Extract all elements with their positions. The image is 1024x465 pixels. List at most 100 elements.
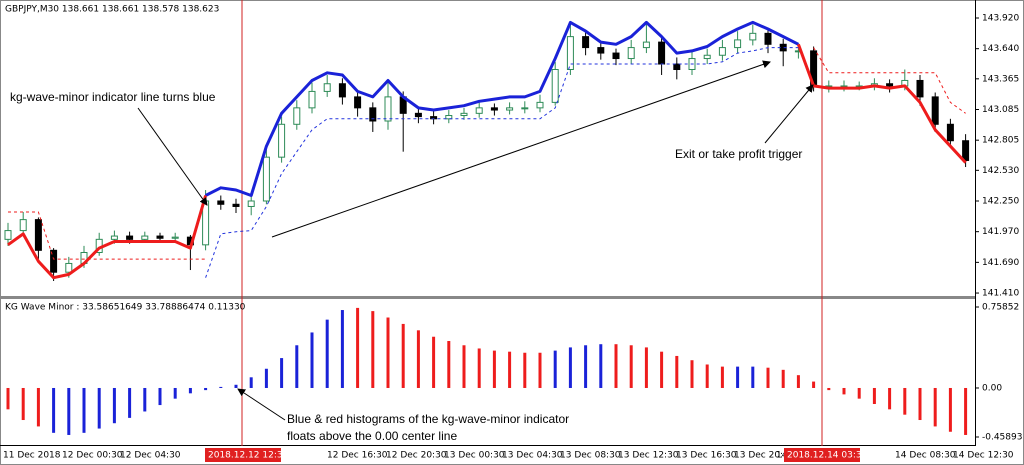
x-tick-label: 13 Dec 00:30: [444, 451, 505, 461]
candle-body: [278, 123, 286, 158]
histogram-bar: [766, 367, 770, 388]
histogram-bar: [553, 350, 557, 388]
histogram-bar: [812, 381, 816, 388]
annotation: kg-wave-minor indicator line turns blue: [10, 90, 216, 104]
histogram-bar: [523, 352, 527, 388]
histogram-bar: [660, 351, 664, 388]
price-pane: [4, 20, 970, 281]
histogram-bar: [340, 310, 344, 388]
marker-label: 2018.12.12 12:30: [208, 451, 289, 461]
candle-body: [19, 219, 27, 232]
histogram-bar: [112, 387, 116, 424]
candle-body: [551, 69, 559, 103]
marker-label: 2018.12.14 03:30: [787, 451, 868, 461]
histogram-bar: [310, 332, 314, 388]
histogram-bar: [462, 345, 466, 388]
x-tick-label: 11 Dec 2018: [3, 451, 61, 461]
candle-body: [627, 47, 635, 60]
x-tick-label: 13 Dec 20:30: [734, 451, 795, 461]
candle-body: [126, 235, 134, 240]
candle-body: [521, 107, 529, 110]
histogram-bar: [82, 387, 86, 433]
y-tick-label: 142.530: [982, 166, 1019, 176]
indicator-title: KG Wave Minor : 33.58651649 33.78886474 …: [5, 303, 246, 313]
candle-body: [490, 107, 498, 111]
candle-body: [506, 107, 514, 111]
histogram-bar: [234, 384, 238, 388]
x-tick-label: 14 Dec 12:30: [953, 451, 1014, 461]
candle-body: [293, 107, 301, 125]
candle-body: [156, 235, 164, 239]
candle-body: [308, 90, 316, 109]
candle-body: [475, 107, 483, 114]
candle-body: [110, 235, 118, 240]
histogram-bar: [36, 387, 40, 427]
y-tick-label: 141.410: [982, 289, 1019, 299]
histogram-bar: [614, 344, 618, 388]
candle-body: [566, 36, 574, 71]
y-tick-label: 141.970: [982, 227, 1019, 237]
x-tick-label: 14: [776, 451, 788, 461]
histogram-bar: [599, 344, 603, 388]
histogram-bar: [386, 317, 390, 388]
histogram-bar: [204, 387, 208, 391]
histogram-bar: [6, 387, 10, 410]
annotation-arrow: [237, 388, 286, 421]
candle-body: [232, 203, 240, 207]
candle-body: [764, 32, 772, 45]
candle-body: [34, 219, 42, 251]
x-tick-label: 13 Dec 08:30: [560, 451, 621, 461]
chart-title: GBPJPY,M30 138.661 138.661 138.578 138.6…: [5, 5, 219, 15]
histogram-bar: [128, 387, 132, 418]
candle-body: [612, 52, 620, 60]
x-tick-label: 12 Dec 00:30: [62, 451, 123, 461]
histogram-bar: [644, 347, 648, 388]
histogram-bar: [857, 387, 861, 399]
histogram-bar: [295, 345, 299, 388]
candle-body: [247, 200, 255, 207]
histogram-bar: [888, 387, 892, 410]
x-tick-label: 13 Dec 12:30: [618, 451, 679, 461]
candle-body: [749, 32, 757, 41]
x-tick-label: 13 Dec 16:30: [676, 451, 737, 461]
histogram-bar: [401, 323, 405, 388]
y-tick-label: 143.920: [982, 13, 1019, 23]
histogram-bar: [143, 387, 147, 412]
histogram-bar: [52, 387, 56, 433]
candle-body: [597, 47, 605, 54]
histogram-bar: [173, 387, 177, 399]
histogram-bar: [720, 366, 724, 388]
trailing-line: [205, 47, 799, 278]
histogram-bar: [872, 387, 876, 404]
annotation-arrow: [764, 84, 814, 144]
candle-body: [886, 83, 894, 87]
candle-body: [946, 123, 954, 142]
trailing-line: [8, 47, 966, 260]
candle-body: [262, 156, 270, 202]
x-tick-label: 12 Dec 16:30: [327, 451, 388, 461]
marker-box: [205, 448, 281, 462]
candle-body: [354, 96, 362, 109]
histogram-bar: [629, 345, 633, 388]
candle-body: [734, 39, 742, 49]
candle-body: [369, 107, 377, 122]
candle-body: [445, 115, 453, 120]
histogram-bar: [264, 368, 268, 388]
x-tick-label: 12 Dec 20:30: [386, 451, 447, 461]
histogram-bar: [356, 307, 360, 388]
histogram-bar: [781, 369, 785, 388]
candle-body: [582, 36, 590, 49]
wave-line: [7, 43, 967, 280]
candle-body: [384, 96, 392, 122]
candle-body: [460, 112, 468, 117]
annotation: Exit or take profit trigger: [675, 147, 802, 161]
histogram-bar: [827, 387, 831, 391]
histogram-bar: [249, 377, 253, 388]
histogram-bar: [188, 387, 192, 394]
candle-body: [338, 83, 346, 98]
candle-body: [673, 63, 681, 71]
histogram-bar: [690, 360, 694, 388]
histogram-bar: [432, 336, 436, 388]
candle-body: [217, 200, 225, 205]
y-tick-label: 142.250: [982, 196, 1019, 206]
